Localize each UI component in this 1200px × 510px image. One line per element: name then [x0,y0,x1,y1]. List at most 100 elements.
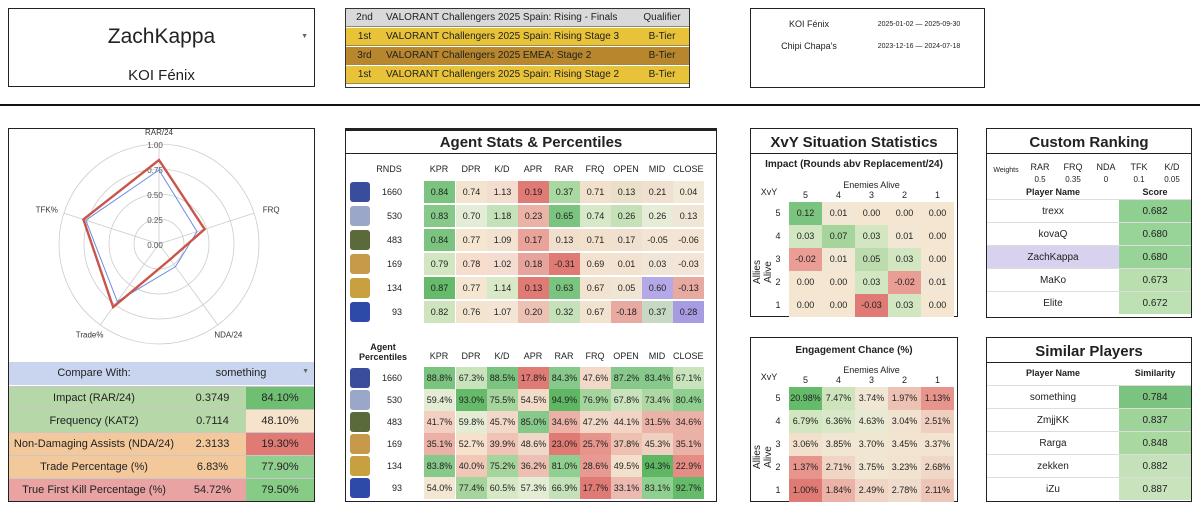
compare-selector[interactable]: Compare With: something ▼ [9,362,314,385]
radar-ring-label: 0.25 [147,216,163,225]
similar-player-name: zekken [1037,461,1069,472]
radar-axis-label: Trade% [76,331,104,340]
result-event[interactable]: VALORANT Challengers 2025 EMEA: Stage 2 [386,50,592,61]
percentile-col-header: APR [523,351,543,361]
agent-icon [350,434,370,454]
ranking-row[interactable]: kovaQ 0.680 [987,222,1191,245]
ally-row-header: 2 [775,277,781,287]
col-header-similarity: Similarity [1134,368,1176,378]
ranking-score: 0.680 [1119,246,1191,268]
weight-value[interactable]: 0.35 [1065,175,1081,184]
ranking-row[interactable]: Elite 0.672 [987,291,1191,314]
radar-axis-label: FRQ [263,205,280,214]
agent-icon [350,206,370,226]
agent-stat-cell: 0.67 [580,277,611,299]
chevron-down-icon[interactable]: ▼ [302,368,309,375]
stat-label: Trade Percentage (%) [9,456,179,478]
ranking-row[interactable]: trexx 0.682 [987,199,1191,222]
xvy-cell: 2.49% [855,479,888,502]
similar-player-name: iZu [1046,484,1060,495]
team-row: Chipi Chapa's 2023-12-16 — 2024-07-18 [751,41,984,55]
weight-value[interactable]: 0 [1103,175,1109,184]
enemy-col-header: 1 [934,375,940,385]
agent-pct-cell: 67.1% [673,367,704,389]
xvy-cell: -0.02 [888,271,921,294]
radar-axis-label: RAR/24 [145,129,174,137]
stat-row: Impact (RAR/24) 0.3749 84.10% [9,386,314,409]
agent-rounds: 134 [386,283,402,293]
agent-stat-cell: -0.05 [642,229,673,251]
player-card[interactable]: ZachKappa KOI Fénix ▼ [8,8,315,87]
similar-row[interactable]: something 0.784 [987,385,1191,408]
similar-row[interactable]: Rarga 0.848 [987,431,1191,454]
agent-pct-cell: 33.1% [611,477,642,499]
ranking-row[interactable]: ZachKappa 0.680 [987,245,1191,268]
agent-pct-cell: 35.1% [673,433,704,455]
team-name[interactable]: Chipi Chapa's [781,41,837,51]
enemy-col-header: 3 [868,190,874,200]
agent-stat-cell: 0.71 [580,229,611,251]
similar-row[interactable]: iZu 0.887 [987,477,1191,500]
chevron-down-icon[interactable]: ▼ [301,33,308,40]
agent-stat-cell: 0.37 [642,301,673,323]
agent-rounds: 169 [386,439,402,449]
agent-stat-cell: 0.79 [424,253,455,275]
agent-pct-cell: 25.7% [580,433,611,455]
agent-stat-cell: 1.18 [487,205,518,227]
xvy-cell: 1.00% [789,479,822,502]
agent-pct-cell: 45.7% [487,411,518,433]
percentile-col-header: RAR [554,351,574,361]
xvy-cell: 4.63% [855,410,888,433]
result-event[interactable]: VALORANT Challengers 2025 Spain: Rising … [386,31,620,42]
similarity-score: 0.837 [1119,409,1191,431]
radar-ring-label: 1.00 [147,141,163,150]
enemy-col-header: 1 [934,190,940,200]
weight-name: TFK [1130,162,1148,172]
xvy-cell: -0.02 [789,248,822,271]
stat-value: 0.3749 [179,387,246,409]
agent-pct-cell: 59.4% [424,389,455,411]
compare-value[interactable]: something [215,367,267,379]
agent-rounds: 530 [386,211,402,221]
ally-row-header: 4 [775,231,781,241]
agent-stat-cell: 0.13 [673,205,704,227]
compare-label: Compare With: [57,367,131,379]
result-row: 1st VALORANT Challengers 2025 Spain: Risi… [346,66,689,84]
agent-stat-cell: 0.17 [518,229,549,251]
team-name[interactable]: KOI Fénix [788,19,829,29]
agent-pct-cell: 34.6% [673,411,704,433]
stat-value: 6.83% [179,456,246,478]
agent-rounds: 93 [391,307,402,317]
agent-pct-cell: 37.8% [611,433,642,455]
radar-spoke [63,212,160,245]
ranking-player-name: MaKo [1039,275,1067,286]
similar-row[interactable]: zekken 0.882 [987,454,1191,477]
similar-row[interactable]: ZmjjKK 0.837 [987,408,1191,431]
agent-rounds: 1660 [381,373,402,383]
xvy-corner-label: XvY [760,372,778,382]
xvy-title: XvY Situation Statistics [770,134,938,151]
agent-pct-cell: 45.3% [642,433,673,455]
xvy-cell: 1.97% [888,387,921,410]
enemy-col-header: 2 [901,190,907,200]
result-event[interactable]: VALORANT Challengers 2025 Spain: Rising … [386,69,620,80]
agent-pct-cell: 81.0% [549,455,580,477]
agent-pct-cell: 73.4% [642,389,673,411]
engagement-panel: Engagement Chance (%) XvY Enemies Alive 5 4… [750,337,958,502]
weight-value[interactable]: 0.05 [1164,175,1180,184]
radar-axis-label: TFK% [36,205,58,214]
ranking-row[interactable]: MaKo 0.673 [987,268,1191,291]
xvy-cell: 0.00 [822,294,855,317]
weight-value[interactable]: 0.5 [1034,175,1046,184]
weight-value[interactable]: 0.1 [1133,175,1145,184]
enemies-axis-label: Enemies Alive [843,365,900,375]
enemy-col-header: 2 [901,375,907,385]
agent-icon [350,368,370,388]
agent-rounds: 530 [386,395,402,405]
result-event[interactable]: VALORANT Challengers 2025 Spain: Rising … [386,12,618,23]
xvy-cell: 1.37% [789,456,822,479]
agent-pct-cell: 77.4% [456,477,487,499]
percentile-col-header: MID [648,351,666,361]
enemy-col-header: 4 [835,375,841,385]
agent-rounds: 93 [391,483,402,493]
